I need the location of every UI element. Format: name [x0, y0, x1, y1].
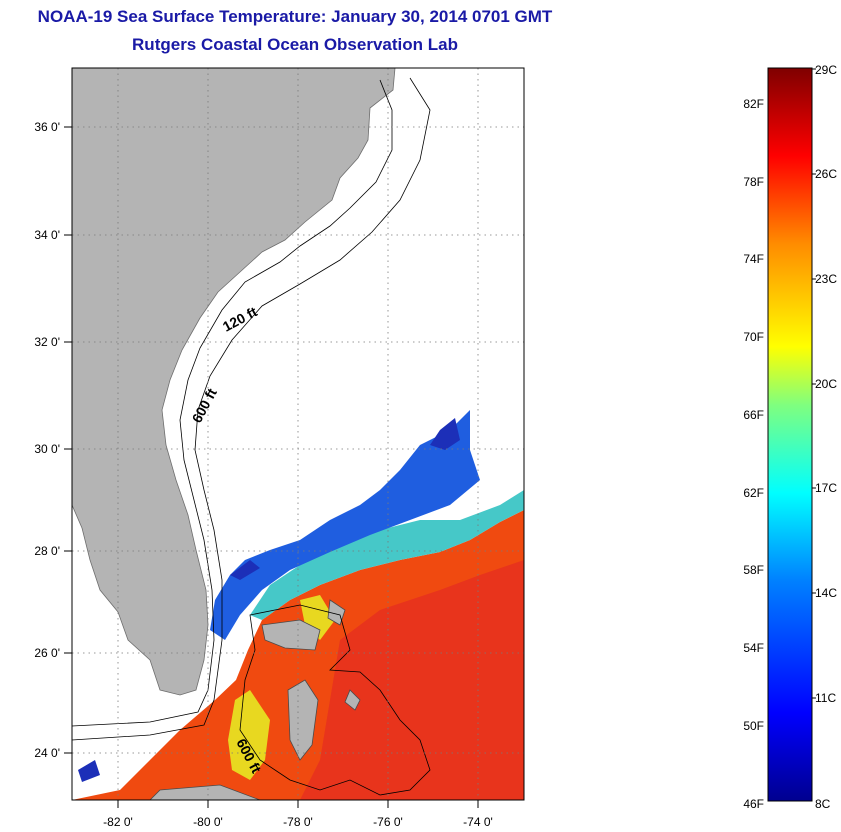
bahamas-islands — [261, 599, 361, 761]
colorbar-label-c: 14C — [815, 586, 837, 600]
colorbar-label-c: 17C — [815, 481, 837, 495]
colorbar — [767, 67, 813, 802]
colorbar-label-f: 54F — [743, 641, 764, 655]
lon-label: -78 0' — [283, 815, 313, 829]
lon-label: -74 0' — [463, 815, 493, 829]
map-gridlines — [72, 68, 524, 800]
colorbar-label-c: 29C — [815, 63, 837, 77]
colorbar-label-c: 20C — [815, 377, 837, 391]
sst-mid-water — [250, 490, 524, 620]
lat-label: 32 0' — [34, 335, 60, 349]
lat-label: 24 0' — [34, 746, 60, 760]
lat-label: 34 0' — [34, 228, 60, 242]
chart-subtitle: Rutgers Coastal Ocean Observation Lab — [132, 35, 458, 54]
sst-yellow-bank — [228, 595, 335, 780]
contour-bahamas — [239, 604, 431, 796]
lat-label: 30 0' — [34, 442, 60, 456]
chart-title: NOAA-19 Sea Surface Temperature: January… — [37, 7, 553, 26]
colorbar-ticks — [812, 68, 816, 699]
colorbar-label-f: 46F — [743, 797, 764, 811]
colorbar-label-f: 50F — [743, 719, 764, 733]
contour-120ft — [72, 79, 393, 727]
land-mass — [72, 68, 396, 696]
lat-label: 28 0' — [34, 544, 60, 558]
colorbar-label-f: 82F — [743, 97, 764, 111]
sst-cool-patch — [210, 410, 480, 640]
colorbar-label-c: 11C — [815, 691, 836, 705]
colorbar-label-f: 66F — [743, 408, 764, 422]
colorbar-label-f: 62F — [743, 486, 764, 500]
colorbar-label-c: 8C — [815, 797, 831, 811]
lon-label: -76 0' — [373, 815, 403, 829]
colorbar-label-c: 26C — [815, 167, 837, 181]
cuba-land — [149, 784, 261, 800]
colorbar-label-f: 78F — [743, 175, 764, 189]
contour-600ft — [72, 77, 431, 741]
lon-label: -80 0' — [193, 815, 223, 829]
lat-label: 26 0' — [34, 646, 60, 660]
lon-label: -82 0' — [103, 815, 133, 829]
colorbar-label-c: 23C — [815, 272, 837, 286]
colorbar-label-f: 70F — [743, 330, 764, 344]
colorbar-label-f: 74F — [743, 252, 764, 266]
map-ticks — [64, 126, 479, 808]
lat-label: 36 0' — [34, 120, 60, 134]
sst-hot-water — [300, 560, 524, 800]
colorbar-label-f: 58F — [743, 563, 764, 577]
